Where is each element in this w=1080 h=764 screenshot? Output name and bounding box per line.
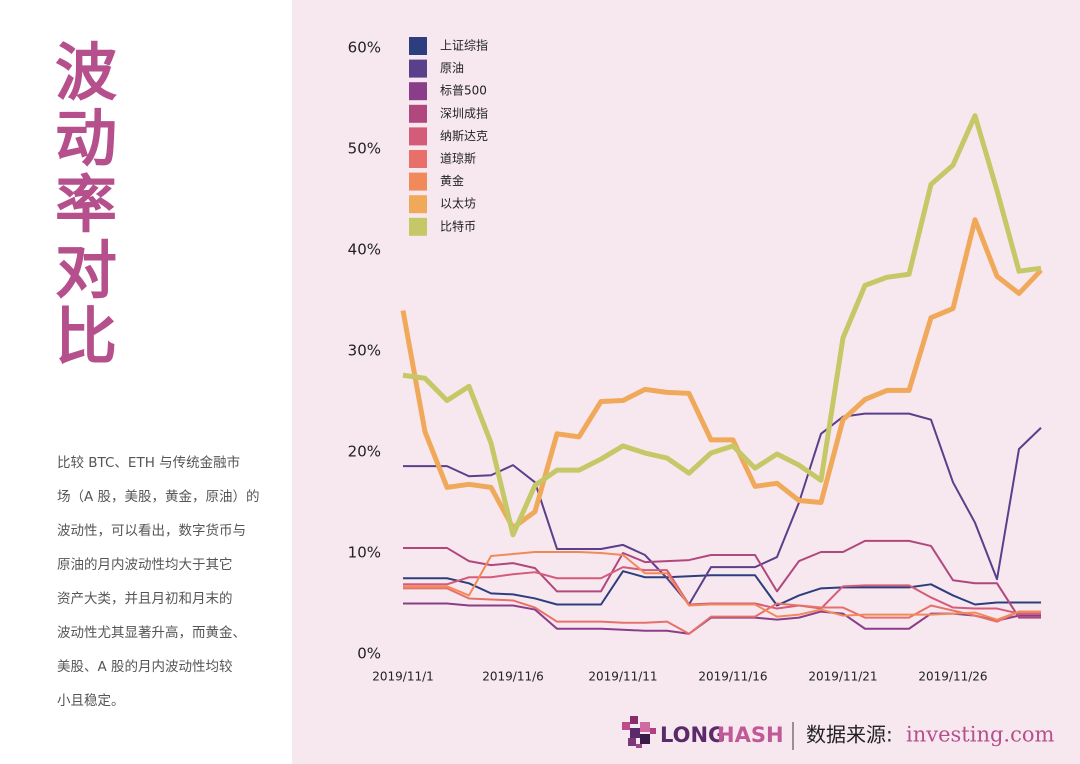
paragraph-line: 比较 BTC、ETH 与传统金融市: [57, 455, 241, 471]
paragraph-line: 资产大类，并且月初和月末的: [57, 591, 233, 607]
legend-swatch: [409, 104, 427, 123]
chart-background: [292, 0, 1080, 764]
series-line: [403, 539, 1041, 619]
series-line: [403, 587, 1041, 635]
legend-label: 比特币: [440, 218, 476, 233]
x-tick-label: 2019/11/1: [372, 670, 434, 684]
paragraph-line: 原油的月内波动性均大于其它: [57, 557, 233, 573]
paragraph-line: 波动性尤其显著升高，而黄金、: [57, 625, 246, 641]
legend-label: 以太坊: [440, 196, 476, 211]
y-tick-label: 50%: [348, 140, 381, 158]
sidebar: 波动率对比 比较 BTC、ETH 与传统金融市场（A 股，美股，黄金，原油）的波…: [0, 0, 292, 764]
x-tick-label: 2019/11/11: [588, 670, 657, 684]
legend-label: 标普500: [440, 84, 487, 98]
logo-icon: [622, 716, 656, 748]
series-line: [402, 113, 1042, 538]
y-tick-label: 20%: [348, 443, 381, 461]
x-tick-label: 2019/11/21: [808, 670, 877, 684]
legend-swatch: [409, 195, 427, 214]
legend-label: 纳斯达克: [440, 129, 488, 143]
x-tick-label: 2019/11/6: [482, 670, 544, 684]
y-tick-label: 10%: [348, 544, 381, 562]
legend-swatch: [409, 127, 427, 146]
series-line: [403, 566, 1041, 615]
logo-right: HASH: [717, 723, 784, 747]
y-tick-label: 40%: [348, 241, 381, 259]
legend-swatch: [409, 217, 427, 236]
legend-label: 上证综指: [440, 38, 488, 53]
paragraph-line: 美股、A 股的月内波动性均较: [57, 659, 233, 675]
series-line: [403, 570, 1041, 607]
legend-swatch: [409, 37, 427, 55]
sidebar-title: 波动率对比: [55, 36, 118, 373]
y-tick-label: 0%: [357, 645, 381, 663]
legend-label: 黄金: [440, 173, 464, 188]
legend-swatch: [409, 82, 427, 101]
series-line: [403, 550, 1041, 621]
x-tick-label: 2019/11/16: [698, 670, 767, 684]
series-line: [403, 412, 1042, 606]
legend-swatch: [409, 59, 427, 78]
legend-swatch: [409, 172, 427, 191]
legend-label: 道琼斯: [440, 151, 476, 166]
sidebar-paragraph: 比较 BTC、ETH 与传统金融市场（A 股，美股，黄金，原油）的 波动性，可以看…: [57, 446, 287, 718]
y-tick-label: 60%: [348, 39, 381, 57]
legend-swatch: [409, 150, 427, 168]
paragraph-line: 波动性，可以看出，数字货币与: [57, 523, 246, 539]
paragraph-line: 小且稳定。: [57, 693, 125, 709]
x-tick-label: 2019/11/26: [918, 670, 987, 684]
paragraph-line: 场（A 股，美股，黄金，原油）的: [57, 489, 260, 505]
legend-label: 深圳成指: [440, 105, 488, 120]
legend-label: 原油: [440, 61, 464, 75]
y-tick-label: 30%: [348, 342, 381, 360]
logo-left: LONG: [660, 723, 725, 747]
source: investing.com: [906, 723, 1055, 747]
source-label: 数据来源:: [806, 723, 893, 747]
